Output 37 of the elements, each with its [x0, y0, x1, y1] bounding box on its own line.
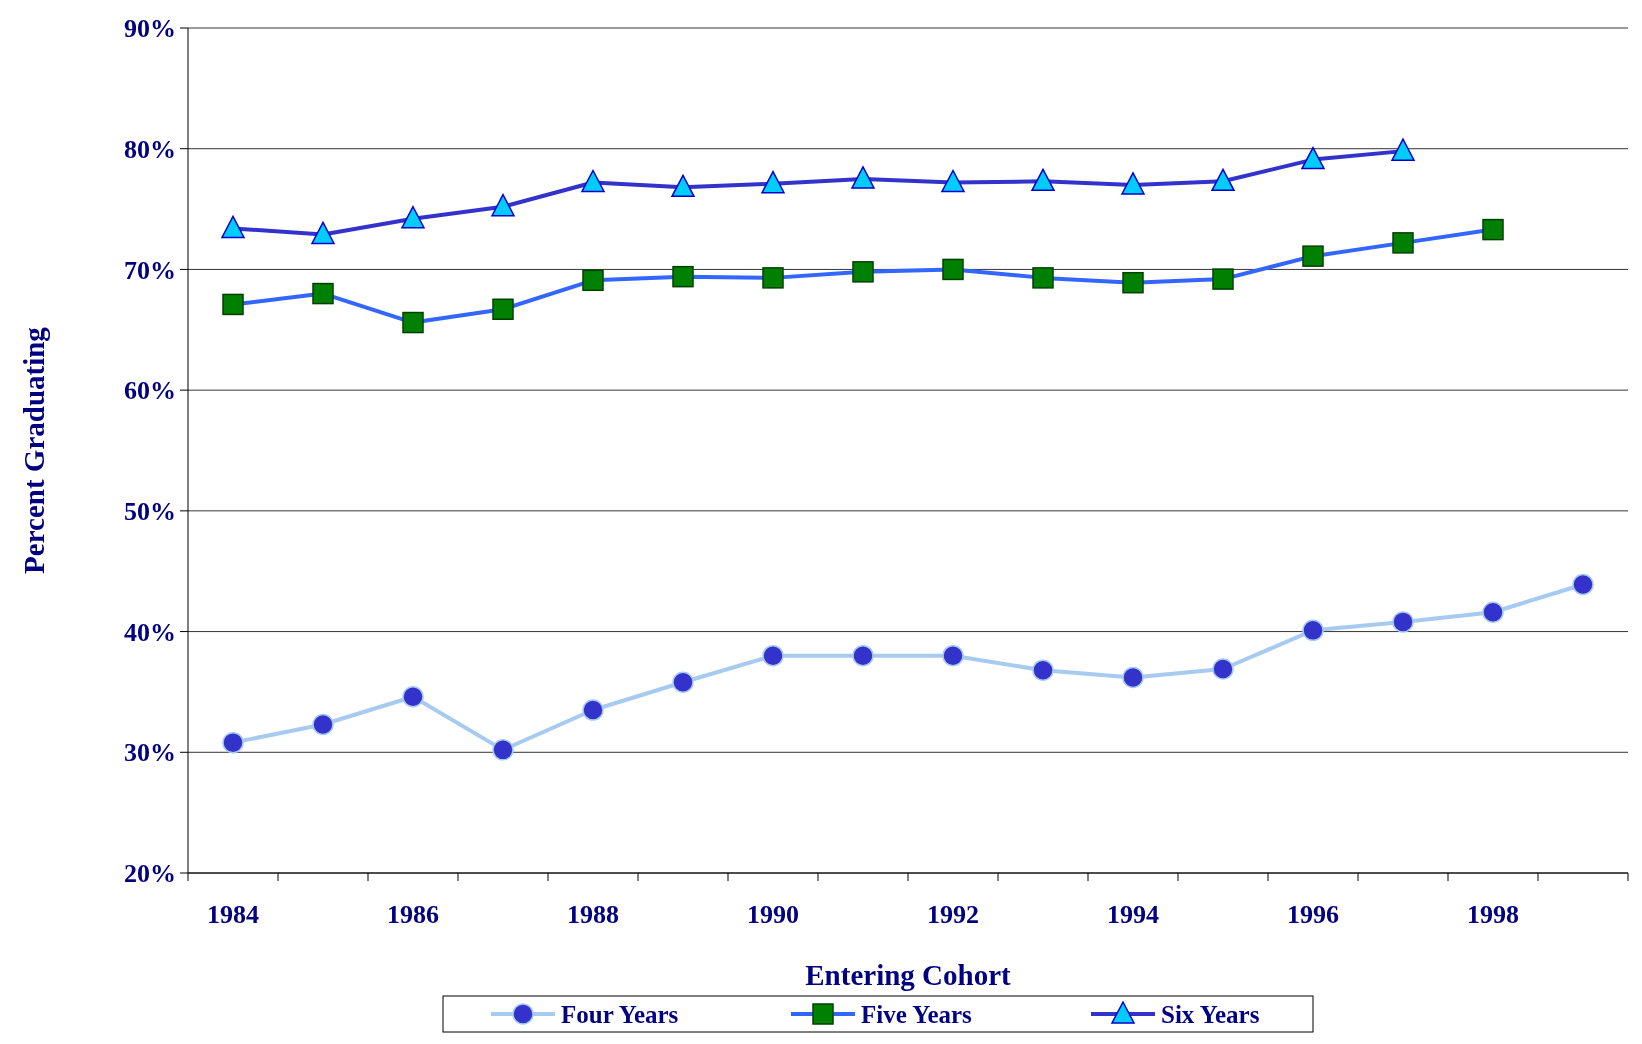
point: [402, 686, 424, 708]
y-tick-label: 30%: [124, 738, 176, 768]
point: [942, 644, 964, 667]
x-tick-label: 1996: [1287, 900, 1339, 929]
point: [582, 699, 604, 721]
y-tick-label: 60%: [124, 376, 176, 406]
point: [672, 671, 694, 694]
y-tick-label: 70%: [124, 255, 176, 285]
point: [222, 731, 244, 754]
legend-label: Six Years: [1161, 1000, 1260, 1028]
x-tick-label: 1994: [1107, 900, 1159, 929]
point: [492, 739, 514, 761]
legend-label: Four Years: [561, 1000, 679, 1028]
y-tick-label: 80%: [124, 134, 176, 164]
x-tick-label: 1992: [927, 900, 979, 929]
point: [762, 644, 784, 667]
point: [312, 713, 334, 736]
point: [1122, 666, 1144, 689]
x-tick-label: 1986: [387, 900, 439, 929]
y-tick-label: 90%: [124, 14, 176, 44]
point: [852, 644, 874, 667]
x-tick-label: 1998: [1467, 900, 1519, 929]
point: [1572, 573, 1594, 596]
x-axis-title: Entering Cohort: [805, 959, 1012, 991]
x-tick-label: 1988: [567, 900, 619, 929]
y-tick-label: 20%: [124, 859, 176, 889]
point: [1482, 601, 1504, 624]
point: [1392, 611, 1414, 633]
point: [1212, 658, 1234, 680]
y-tick-label: 50%: [124, 496, 176, 526]
legend-label: Five Years: [861, 1000, 973, 1028]
x-tick-label: 1990: [747, 900, 799, 929]
x-tick-label: 1984: [207, 900, 259, 929]
y-tick-label: 40%: [124, 617, 176, 647]
y-axis-title: Percent Graduating: [18, 326, 50, 574]
point: [1032, 659, 1054, 681]
point: [1302, 619, 1324, 642]
